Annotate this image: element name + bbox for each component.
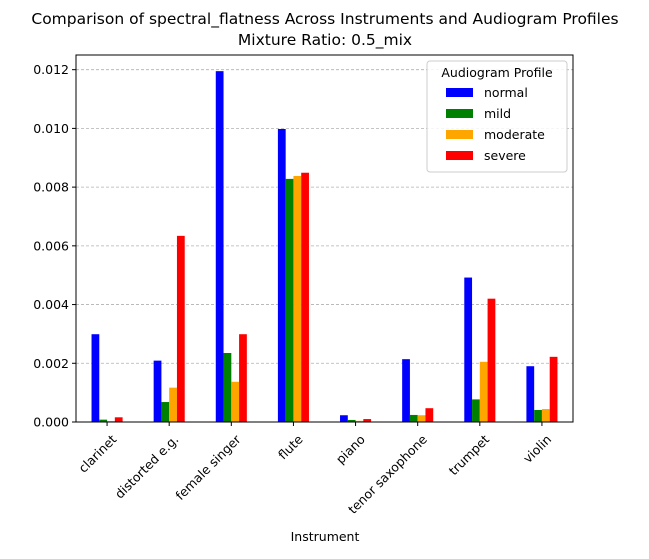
bar-moderate	[231, 381, 240, 422]
legend-swatch-moderate	[446, 130, 473, 139]
bar-normal	[91, 334, 100, 422]
y-tick-label: 0.008	[33, 180, 69, 195]
x-tick-label: trumpet	[446, 432, 493, 479]
y-axis: 0.000 0.002 0.004 0.006 0.008 0.010 0.012	[33, 62, 76, 430]
bar-severe	[487, 298, 496, 422]
x-tick-label: piano	[333, 432, 368, 467]
legend: Audiogram Profile normal mild moderate sever…	[426, 60, 568, 173]
bar-moderate	[293, 175, 302, 422]
bar-normal	[153, 360, 162, 422]
chart-title: Comparison of spectral_flatness Across I…	[31, 10, 618, 29]
y-tick-label: 0.002	[33, 356, 69, 371]
x-tick-label: distorted e.g.	[112, 432, 182, 502]
x-tick-label: clarinet	[75, 432, 119, 476]
x-tick-label: female singer	[172, 431, 244, 503]
bars	[91, 71, 558, 423]
legend-label-moderate: moderate	[484, 127, 545, 142]
bar-moderate	[479, 361, 488, 422]
y-tick-label: 0.004	[33, 297, 69, 312]
legend-swatch-mild	[446, 109, 473, 118]
bar-moderate	[541, 409, 550, 422]
bar-normal	[340, 415, 348, 422]
bar-normal	[464, 277, 473, 422]
y-tick-label: 0.006	[33, 238, 69, 253]
bar-mild	[347, 419, 356, 422]
bar-severe	[363, 419, 372, 422]
x-tick-label: flute	[275, 431, 306, 462]
bar-normal	[215, 71, 224, 422]
y-tick-label: 0.010	[33, 121, 69, 136]
y-tick-label: 0.000	[33, 415, 69, 430]
bar-normal	[277, 128, 286, 423]
bar-moderate	[417, 415, 426, 422]
legend-swatch-severe	[446, 151, 473, 160]
chart-subtitle: Mixture Ratio: 0.5_mix	[238, 31, 412, 50]
bar-severe	[425, 408, 434, 422]
bar-normal	[402, 359, 410, 422]
bar-mild	[409, 414, 418, 422]
bar-normal	[526, 366, 535, 422]
bar-severe	[549, 356, 558, 422]
bar-mild	[534, 409, 542, 422]
bar-mild	[285, 178, 294, 422]
legend-swatch-normal	[446, 88, 473, 97]
x-tick-label: violin	[520, 432, 554, 466]
legend-label-normal: normal	[484, 85, 528, 100]
bar-severe	[114, 417, 123, 422]
x-axis-label: Instrument	[291, 529, 360, 544]
y-tick-label: 0.012	[33, 62, 69, 77]
bar-mild	[99, 419, 108, 422]
bar-mild	[223, 353, 232, 422]
plot-frame	[75, 54, 574, 423]
bar-severe	[301, 172, 309, 422]
bar-moderate	[169, 387, 177, 422]
bar-mild	[161, 402, 170, 422]
legend-label-severe: severe	[484, 148, 526, 163]
bar-mild	[472, 399, 480, 422]
bar-severe	[176, 235, 185, 422]
bar-severe	[239, 334, 247, 422]
legend-label-mild: mild	[484, 106, 511, 121]
legend-title: Audiogram Profile	[441, 65, 553, 80]
bar-moderate	[355, 420, 364, 422]
